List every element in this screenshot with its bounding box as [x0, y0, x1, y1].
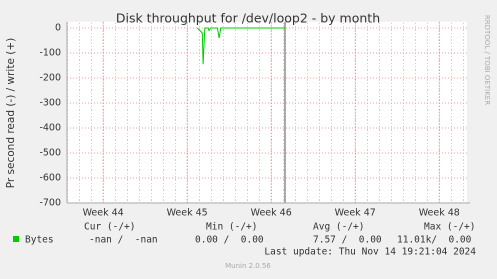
- side-label: RRDTOOL / TOBI OETIKER: [483, 15, 491, 105]
- summary-header: Min (-/+): [206, 222, 257, 233]
- minor-grid: [67, 21, 467, 203]
- marks: [196, 27, 286, 65]
- summary-header: Cur (-/+): [84, 222, 135, 233]
- x-tick-label: Week 48: [419, 208, 460, 219]
- x-tick-label: Week 46: [251, 208, 292, 219]
- series-line: [196, 27, 286, 65]
- x-tick-label: Week 44: [83, 208, 124, 219]
- chart-title: Disk throughput for /dev/loop2 - by mont…: [116, 11, 380, 26]
- legend-label: Bytes: [25, 235, 54, 246]
- footer: Munin 2.0.56: [225, 262, 271, 270]
- y-tick-label: -500: [39, 148, 61, 159]
- summary-cell: -nan / -nan: [89, 235, 158, 246]
- summary-header: Max (-/+): [424, 222, 475, 233]
- legend-swatch: [13, 236, 19, 242]
- y-tick-label: -200: [39, 73, 61, 84]
- last-update: Last update: Thu Nov 14 19:21:04 2024: [264, 247, 476, 258]
- summary-cell: 11.01k/ 0.00: [397, 235, 472, 246]
- summary-cell: 0.00 / 0.00: [195, 235, 264, 246]
- x-tick-label: Week 47: [335, 208, 376, 219]
- y-tick-label: -700: [39, 198, 61, 209]
- y-tick-label: -600: [39, 173, 61, 184]
- y-axis-label: Pr second read (-) / write (+): [5, 38, 17, 189]
- y-tick-label: -300: [39, 98, 61, 109]
- summary-cell: 7.57 / 0.00: [313, 235, 382, 246]
- summary-header: Avg (-/+): [313, 222, 364, 233]
- y-tick-label: -100: [39, 48, 61, 59]
- x-tick-label: Week 45: [167, 208, 208, 219]
- y-tick-label: -400: [39, 123, 61, 134]
- y-tick-label: 0: [55, 23, 61, 34]
